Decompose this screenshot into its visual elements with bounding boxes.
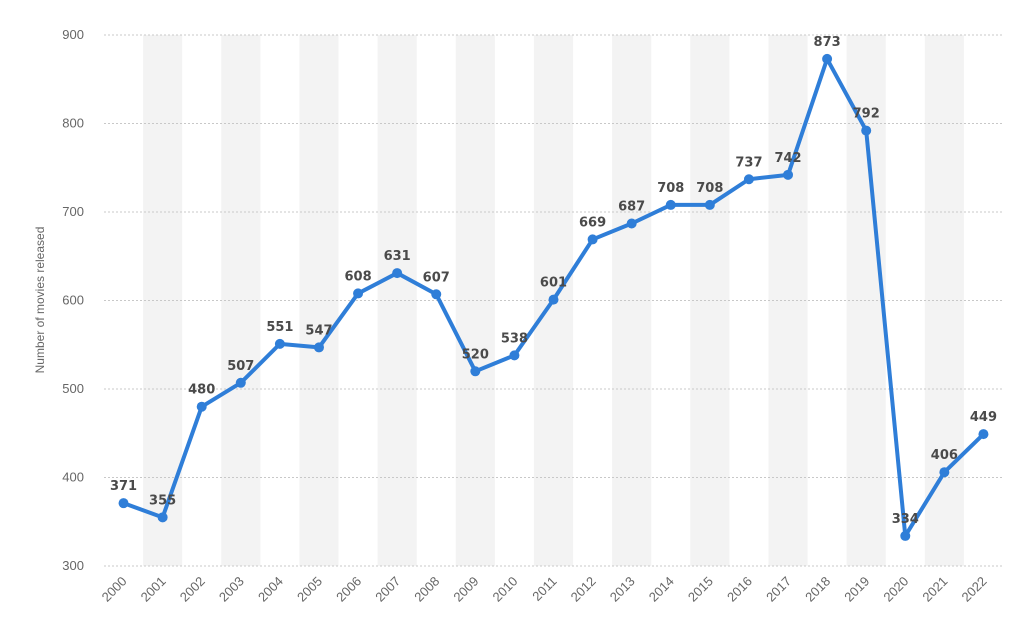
data-label-2022: 449 (970, 410, 997, 425)
y-tick-label: 400 (62, 470, 84, 485)
data-label-2008: 607 (423, 270, 450, 285)
data-label-2015: 708 (696, 181, 723, 196)
y-axis-label: Number of movies released (33, 227, 47, 374)
data-label-2020: 334 (892, 512, 919, 527)
data-label-2016: 737 (735, 155, 762, 170)
data-point-2006[interactable] (353, 288, 364, 299)
data-label-2017: 742 (774, 151, 801, 166)
x-tick-label: 2005 (294, 574, 325, 605)
data-label-2014: 708 (657, 181, 684, 196)
data-point-2020[interactable] (900, 530, 911, 541)
data-point-2022[interactable] (978, 429, 989, 440)
x-tick-label: 2010 (489, 574, 520, 605)
y-tick-label: 700 (62, 204, 84, 219)
data-label-2011: 601 (540, 276, 567, 291)
y-tick-label: 500 (62, 381, 84, 396)
x-axis-ticks: 2000 2001 2002 2003 2004 2005 2006 2007 2008 2009… (99, 574, 990, 605)
x-tick-label: 2009 (450, 574, 481, 605)
data-point-2011[interactable] (548, 294, 559, 305)
data-point-2012[interactable] (587, 234, 598, 245)
data-label-2000: 371 (110, 479, 137, 494)
y-axis-ticks: 300 400 500 600 700 800 900 (62, 27, 84, 573)
x-tick-label: 2007 (372, 574, 403, 605)
x-tick-label: 2017 (763, 574, 794, 605)
data-point-2007[interactable] (392, 268, 403, 279)
data-point-2009[interactable] (470, 366, 481, 377)
data-label-2010: 538 (501, 331, 528, 346)
x-tick-label: 2011 (529, 574, 559, 604)
x-tick-label: 2003 (216, 574, 247, 605)
x-tick-label: 2001 (138, 574, 169, 605)
x-tick-label: 2002 (177, 574, 208, 605)
x-tick-label: 2015 (685, 574, 716, 605)
x-tick-label: 2008 (411, 574, 442, 605)
x-tick-label: 2021 (919, 574, 950, 605)
data-label-2012: 669 (579, 215, 606, 230)
data-points (118, 53, 989, 541)
x-tick-label: 2018 (802, 574, 833, 605)
data-label-2003: 507 (227, 359, 254, 374)
x-tick-label: 2006 (333, 574, 364, 605)
data-point-2002[interactable] (196, 401, 207, 412)
x-tick-label: 2004 (255, 574, 286, 605)
data-labels: 371 355 480 507 551 547 608 631 607 520 538 601 669 6… (110, 35, 997, 527)
data-point-2008[interactable] (431, 289, 442, 300)
data-label-2002: 480 (188, 383, 215, 398)
data-point-2016[interactable] (743, 174, 754, 185)
data-point-2021[interactable] (939, 467, 950, 478)
data-point-2000[interactable] (118, 498, 129, 509)
x-tick-label: 2022 (959, 574, 990, 605)
data-point-2004[interactable] (274, 338, 285, 349)
data-point-2014[interactable] (665, 199, 676, 210)
data-point-2018[interactable] (822, 53, 833, 64)
data-point-2019[interactable] (861, 125, 872, 136)
x-tick-label: 2019 (841, 574, 872, 605)
x-tick-label: 2014 (646, 574, 677, 605)
x-tick-label: 2000 (99, 574, 130, 605)
data-label-2004: 551 (266, 320, 293, 335)
y-tick-label: 300 (62, 558, 84, 573)
data-point-2005[interactable] (313, 342, 324, 353)
data-point-2001[interactable] (157, 512, 168, 523)
x-tick-label: 2020 (880, 574, 911, 605)
y-tick-label: 800 (62, 116, 84, 131)
x-tick-label: 2016 (724, 574, 755, 605)
data-point-2017[interactable] (783, 169, 794, 180)
data-label-2019: 792 (853, 107, 880, 122)
data-label-2007: 631 (384, 249, 411, 264)
data-point-2013[interactable] (626, 218, 637, 229)
data-label-2005: 547 (305, 323, 332, 338)
data-point-2010[interactable] (509, 350, 520, 361)
x-tick-label: 2013 (607, 574, 638, 605)
y-tick-label: 900 (62, 27, 84, 42)
data-label-2009: 520 (462, 347, 489, 362)
y-tick-label: 600 (62, 293, 84, 308)
x-tick-label: 2012 (568, 574, 599, 605)
data-label-2018: 873 (814, 35, 841, 50)
data-point-2015[interactable] (704, 199, 715, 210)
data-point-2003[interactable] (235, 377, 246, 388)
data-label-2013: 687 (618, 200, 645, 215)
data-label-2021: 406 (931, 448, 958, 463)
data-label-2006: 608 (344, 269, 371, 284)
data-label-2001: 355 (149, 493, 176, 508)
